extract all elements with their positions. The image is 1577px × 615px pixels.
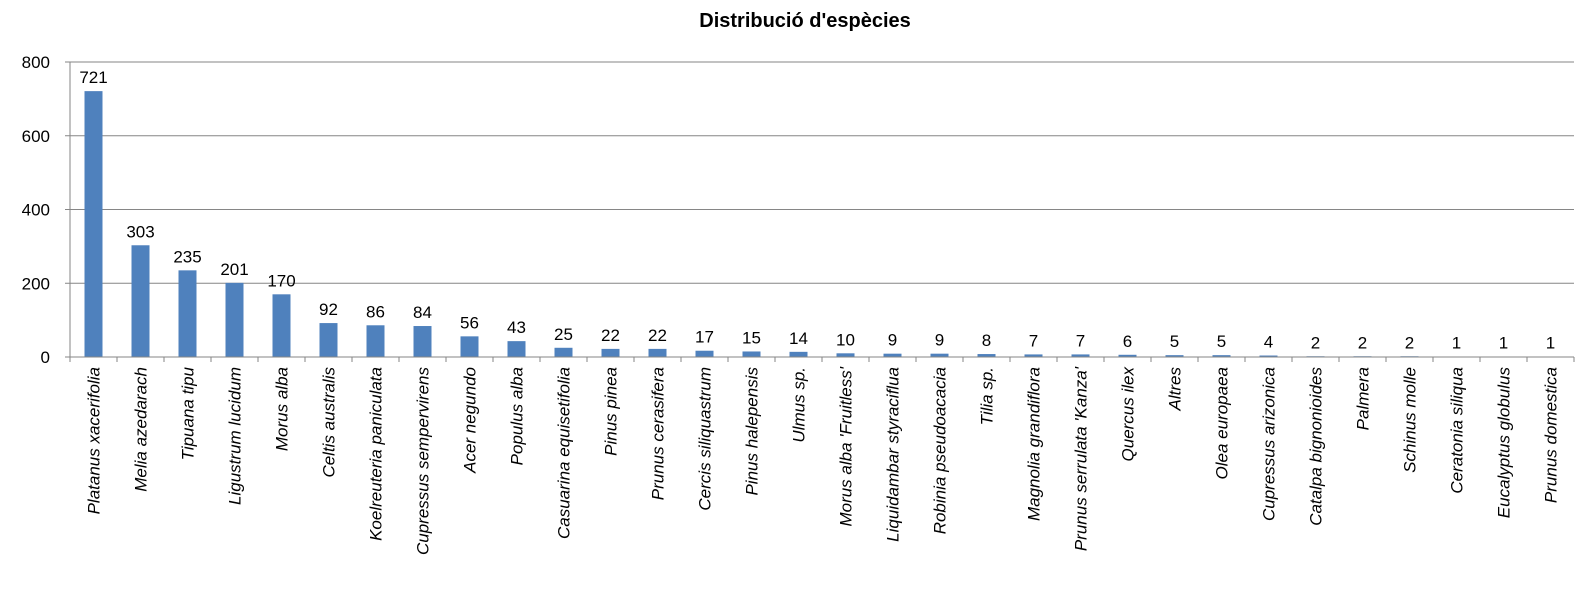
bar: [178, 270, 197, 357]
value-label: 721: [79, 68, 107, 87]
x-tick-label: Pinus halepensis: [743, 367, 762, 496]
x-tick-label: Ceratonia siliqua: [1448, 367, 1467, 494]
bar: [695, 350, 714, 357]
bar: [1024, 354, 1043, 357]
bar: [507, 341, 526, 357]
value-label: 7: [1076, 331, 1085, 350]
x-tick-label: Cercis siliquastrum: [696, 367, 715, 511]
x-tick-label: Cupressus sempervirens: [414, 367, 433, 556]
value-label: 2: [1358, 333, 1367, 352]
x-tick-label: Prunus serrulata 'Kanza': [1072, 366, 1091, 551]
bar: [789, 351, 808, 357]
bar: [366, 325, 385, 357]
bar: [883, 353, 902, 357]
value-label: 1: [1546, 334, 1555, 353]
x-tick-label: Altres: [1166, 367, 1185, 412]
value-label: 5: [1170, 332, 1179, 351]
value-label: 2: [1311, 333, 1320, 352]
value-label: 1: [1452, 334, 1461, 353]
bar: [84, 91, 103, 357]
value-label: 86: [366, 302, 385, 321]
value-label: 22: [601, 326, 620, 345]
value-label: 235: [173, 247, 201, 266]
x-tick-label: Pinus pinea: [602, 367, 621, 456]
x-tick-label: Magnolia grandiflora: [1025, 367, 1044, 521]
x-tick-label: Prunus cerasifera: [649, 367, 668, 500]
x-tick-label: Palmera: [1354, 367, 1373, 430]
x-tick-label: Prunus domestica: [1542, 367, 1561, 503]
value-label: 84: [413, 303, 432, 322]
value-label: 43: [507, 318, 526, 337]
x-tick-label: Morus alba 'Fruitless': [837, 366, 856, 526]
y-tick-label: 600: [22, 127, 50, 146]
value-label: 201: [220, 260, 248, 279]
bar: [1259, 355, 1278, 357]
x-tick-label: Ulmus sp.: [790, 367, 809, 443]
value-label: 6: [1123, 332, 1132, 351]
bar: [742, 351, 761, 357]
bar: [272, 294, 291, 357]
x-tick-label: Catalpa bignonioides: [1307, 367, 1326, 526]
x-tick-label: Populus alba: [508, 367, 527, 465]
bar: [1118, 354, 1137, 357]
value-label: 9: [888, 331, 897, 350]
y-tick-label: 0: [41, 348, 50, 367]
x-tick-label: Olea europaea: [1213, 367, 1232, 479]
x-tick-label: Acer negundo: [461, 367, 480, 474]
bar: [977, 354, 996, 357]
value-label: 303: [126, 222, 154, 241]
x-tick-label: Cupressus arizonica: [1260, 367, 1279, 521]
value-label: 14: [789, 329, 808, 348]
value-label: 56: [460, 313, 479, 332]
bar: [836, 353, 855, 357]
x-tick-label: Liquidambar styraciflua: [884, 367, 903, 542]
x-tick-label: Casuarina equisetifolia: [555, 367, 574, 539]
bar: [601, 348, 620, 357]
bar: [460, 336, 479, 357]
value-label: 4: [1264, 333, 1273, 352]
value-label: 25: [554, 325, 573, 344]
x-tick-label: Ligustrum lucidum: [226, 367, 245, 505]
bar: [413, 326, 432, 357]
value-label: 170: [267, 271, 295, 290]
value-label: 17: [695, 328, 714, 347]
x-tick-label: Morus alba: [273, 367, 292, 451]
bar: [648, 348, 667, 357]
x-tick-label: Melia azedarach: [132, 367, 151, 492]
x-tick-label: Platanus xacerifolia: [85, 367, 104, 514]
bar: [554, 347, 573, 357]
value-label: 2: [1405, 333, 1414, 352]
bar: [1071, 354, 1090, 357]
bar: [1165, 355, 1184, 357]
x-tick-label: Quercus ilex: [1119, 367, 1138, 462]
x-tick-label: Tipuana tipu: [179, 366, 198, 460]
bar: [319, 323, 338, 357]
bar: [930, 353, 949, 357]
x-tick-label: Eucalyptus globulus: [1495, 367, 1514, 519]
x-tick-label: Tilia sp.: [978, 367, 997, 425]
y-tick-label: 400: [22, 201, 50, 220]
bar: [131, 245, 150, 357]
bar: [225, 282, 244, 357]
x-tick-label: Robinia pseudoacacia: [931, 367, 950, 534]
value-label: 92: [319, 300, 338, 319]
x-tick-label: Schinus molle: [1401, 367, 1420, 473]
value-label: 7: [1029, 331, 1038, 350]
value-label: 9: [935, 331, 944, 350]
bar: [1212, 355, 1231, 357]
chart-title: Distribució d'espècies: [699, 10, 911, 32]
value-label: 10: [836, 330, 855, 349]
value-label: 15: [742, 328, 761, 347]
value-label: 8: [982, 331, 991, 350]
y-tick-label: 200: [22, 274, 50, 293]
x-tick-label: Celtis australis: [320, 367, 339, 478]
value-label: 1: [1499, 334, 1508, 353]
value-label: 5: [1217, 332, 1226, 351]
value-label: 22: [648, 326, 667, 345]
x-tick-label: Koelreuteria paniculata: [367, 367, 386, 541]
y-tick-label: 800: [22, 53, 50, 72]
